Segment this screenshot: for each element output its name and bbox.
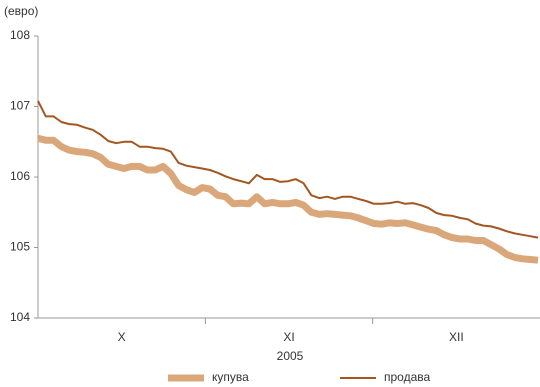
x-group-label: XI [283, 330, 294, 344]
x-group-label: X [118, 330, 126, 344]
y-tick-label: 106 [10, 169, 30, 183]
y-tick-label: 105 [10, 240, 30, 254]
y-tick-label: 107 [10, 99, 30, 113]
legend-label: продава [384, 370, 430, 384]
series-line [37, 134, 539, 264]
legend-label: купува [212, 370, 249, 384]
x-axis-label: 2005 [277, 349, 304, 363]
y-tick-label: 108 [10, 28, 30, 42]
y-axis-label: (евро) [4, 4, 38, 18]
series-line [37, 100, 539, 239]
x-group-label: XII [449, 330, 464, 344]
y-tick-label: 104 [10, 310, 30, 324]
